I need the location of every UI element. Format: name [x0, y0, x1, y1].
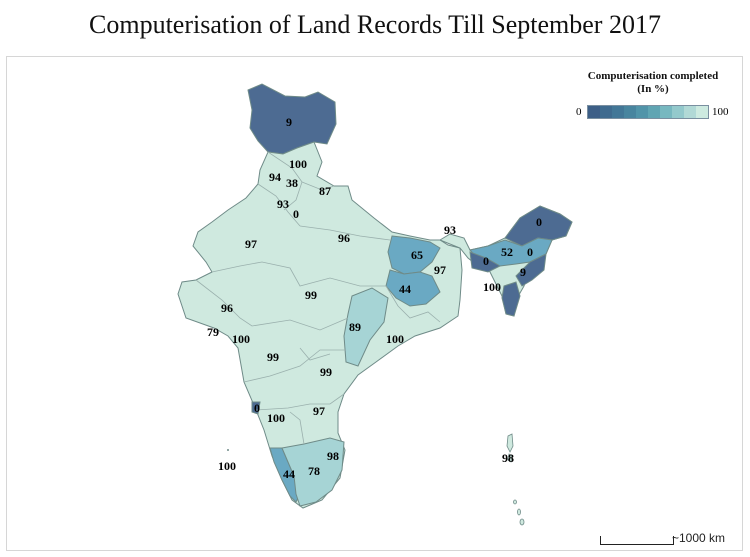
legend-swatch	[648, 106, 660, 118]
value-label: 99	[267, 350, 279, 364]
value-label: 65	[411, 248, 423, 262]
value-label: 89	[349, 320, 361, 334]
value-label: 100	[386, 332, 404, 346]
value-label: 79	[207, 325, 219, 339]
value-label: 97	[245, 237, 257, 251]
region-jammu-kashmir	[247, 83, 337, 155]
value-label: 93	[444, 223, 456, 237]
value-label: 96	[338, 231, 350, 245]
region-tamil-nadu	[281, 437, 345, 507]
legend-swatch	[696, 106, 708, 118]
value-label: 100	[483, 280, 501, 294]
legend-swatch	[624, 106, 636, 118]
value-label: 52	[501, 245, 513, 259]
legend-min-label: 0	[576, 106, 582, 118]
value-label: 94	[269, 170, 281, 184]
map-title: Computerisation of Land Records Till Sep…	[89, 10, 661, 39]
region-meghalaya	[469, 251, 502, 273]
map-frame	[6, 56, 743, 551]
legend-swatch	[588, 106, 600, 118]
legend-swatch	[672, 106, 684, 118]
value-label: 9	[520, 265, 526, 279]
value-label: 100	[289, 157, 307, 171]
legend-swatch	[612, 106, 624, 118]
lakshadweep-island	[227, 449, 229, 451]
region-chhattisgarh	[343, 287, 389, 367]
region-nagaland-manipur	[515, 253, 547, 287]
scale-bar	[600, 536, 674, 545]
value-label: 100	[267, 411, 285, 425]
state-borders	[195, 151, 441, 445]
legend-title: Computerisation completed (In %)	[568, 70, 738, 96]
value-label: 9	[286, 115, 292, 129]
legend-swatch	[600, 106, 612, 118]
region-mizoram	[501, 281, 521, 317]
region-goa	[251, 401, 261, 415]
value-label: 98	[327, 449, 339, 463]
value-label: 0	[483, 254, 489, 268]
value-label: 99	[305, 288, 317, 302]
value-label: 0	[293, 207, 299, 221]
legend-swatch	[660, 106, 672, 118]
value-label: 38	[286, 176, 298, 190]
value-label: 78	[308, 464, 320, 478]
value-label: 100	[218, 459, 236, 473]
legend-title-line2: (In %)	[637, 83, 669, 95]
value-label: 0	[254, 401, 260, 415]
value-label: 44	[399, 282, 411, 296]
value-label: 93	[277, 197, 289, 211]
value-label: 97	[434, 263, 446, 277]
value-label: 0	[536, 215, 542, 229]
legend-color-bar	[587, 105, 709, 119]
scale-label: ~1000 km	[672, 531, 726, 545]
value-label: 87	[319, 184, 331, 198]
legend-max-label: 100	[712, 106, 729, 118]
legend-title-line1: Computerisation completed	[587, 70, 719, 82]
value-label: 100	[232, 332, 250, 346]
value-label: 44	[283, 467, 295, 481]
legend-swatch	[684, 106, 696, 118]
legend-swatch	[636, 106, 648, 118]
value-label: 99	[320, 365, 332, 379]
region-jharkhand	[385, 269, 441, 307]
value-label: 97	[313, 404, 325, 418]
value-label: 98	[502, 451, 514, 465]
region-bihar	[387, 235, 441, 275]
value-label: 96	[221, 301, 233, 315]
value-label: 0	[527, 245, 533, 259]
andaman-islands	[506, 433, 525, 526]
